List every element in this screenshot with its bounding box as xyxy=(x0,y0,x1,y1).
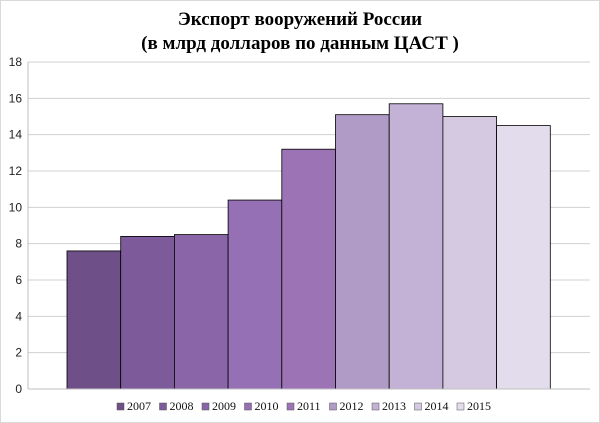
y-tick-label: 14 xyxy=(9,128,23,142)
legend-swatch-2011 xyxy=(286,402,295,411)
legend-swatch-2009 xyxy=(201,402,210,411)
chart-title: Экспорт вооружений России (в млрд доллар… xyxy=(0,8,600,56)
bar-2007 xyxy=(66,250,122,390)
y-tick-label: 10 xyxy=(9,200,23,214)
bars xyxy=(66,103,551,390)
bar-2008 xyxy=(120,235,175,390)
legend-label-2013: 2013 xyxy=(382,399,406,413)
legend-swatch-2012 xyxy=(329,402,337,411)
y-tick-label: 4 xyxy=(15,309,22,323)
legend-label-2015: 2015 xyxy=(467,399,491,413)
legend-label-2007: 2007 xyxy=(127,399,151,413)
bar-2015 xyxy=(496,125,551,390)
y-tick-label: 2 xyxy=(15,346,22,360)
legend-swatch-2007 xyxy=(116,402,125,411)
y-tick-label: 16 xyxy=(9,91,23,105)
chart-title-line2: (в млрд долларов по данным ЦАСТ ) xyxy=(141,33,459,54)
legend-swatch-2008 xyxy=(159,402,167,411)
legend-swatch-2015 xyxy=(456,402,465,411)
y-tick-label: 0 xyxy=(15,382,22,396)
chart-title-line1: Экспорт вооружений России xyxy=(177,9,423,30)
legend-swatch-2014 xyxy=(414,402,422,411)
bar-2014 xyxy=(442,116,497,390)
legend-swatch-2010 xyxy=(244,402,252,411)
bar-2009 xyxy=(173,234,229,390)
bar-2011 xyxy=(281,148,336,390)
legend-label-2009: 2009 xyxy=(212,399,236,413)
y-tick-label: 12 xyxy=(9,164,23,178)
legend-label-2010: 2010 xyxy=(255,399,279,413)
y-axis-ticks: 0 2 4 6 8 10 12 14 16 18 xyxy=(9,55,23,396)
legend-label-2011: 2011 xyxy=(297,399,321,413)
legend-swatch-2013 xyxy=(371,402,380,411)
y-tick-label: 18 xyxy=(9,55,23,69)
legend-label-2014: 2014 xyxy=(425,399,449,413)
legend-label-2008: 2008 xyxy=(170,399,194,413)
bar-2013 xyxy=(388,103,444,390)
legend: 2007 2008 2009 2010 2011 2012 2013 2014 2015 xyxy=(116,399,491,413)
y-tick-label: 6 xyxy=(15,273,22,287)
bar-2012 xyxy=(335,114,390,390)
y-tick-label: 8 xyxy=(15,237,22,251)
bar-2010 xyxy=(227,199,283,390)
legend-label-2012: 2012 xyxy=(340,399,364,413)
